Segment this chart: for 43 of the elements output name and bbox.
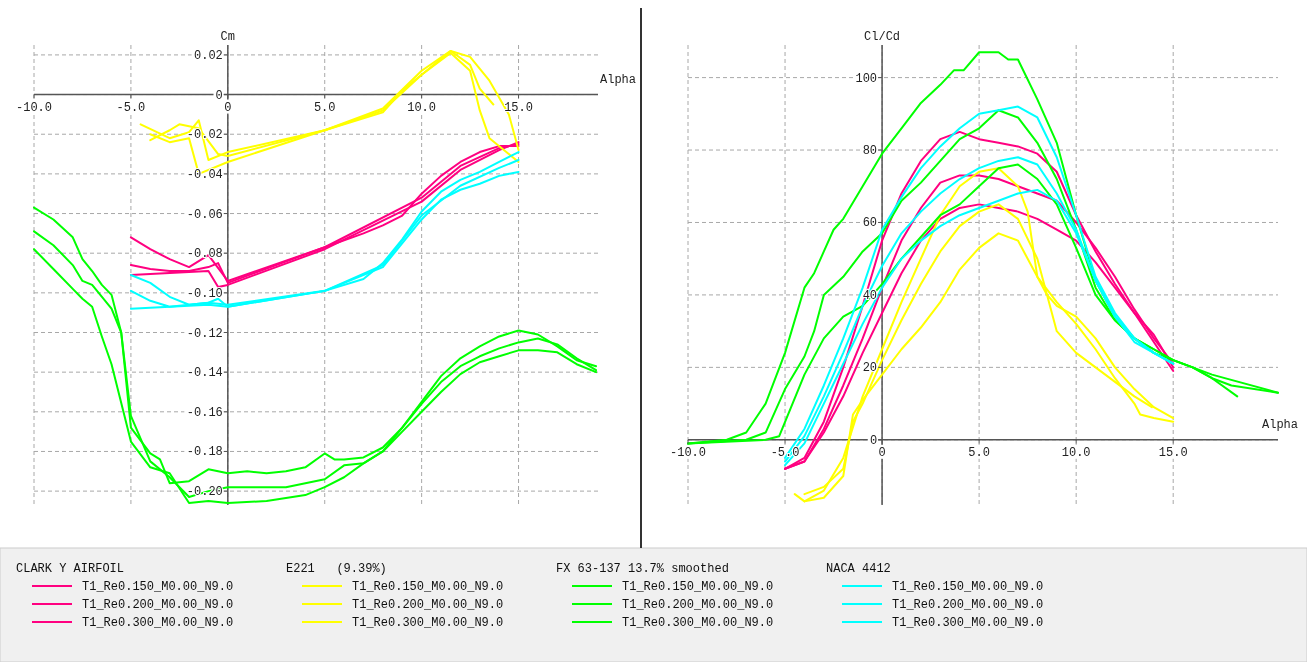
y-tick-label: -0.10 [186, 286, 223, 301]
legend-label: T1_Re0.300_M0.00_N9.0 [892, 616, 1044, 630]
text: NACA 4412 [826, 562, 891, 576]
legend-label: T1_Re0.300_M0.00_N9.0 [352, 616, 504, 630]
y-tick-label: 100 [855, 71, 878, 86]
y-tick-label: 0 [215, 88, 223, 103]
y-tick-label: -0.16 [186, 405, 223, 420]
legend-label: T1_Re0.200_M0.00_N9.0 [352, 598, 504, 612]
legend-label: T1_Re0.300_M0.00_N9.0 [82, 616, 234, 630]
x-tick-label: 15.0 [1158, 445, 1188, 460]
y-tick-label: -0.04 [186, 167, 223, 182]
x-tick-label: 5.0 [313, 100, 336, 115]
y-axis-title: Cm [220, 30, 236, 44]
text: E221 (9.39%) [286, 562, 387, 576]
text: FX 63-137 13.7% smoothed [556, 562, 729, 576]
y-axis-title: Cl/Cd [864, 30, 901, 44]
x-tick-label: -10.0 [669, 445, 707, 460]
x-tick-label: 5.0 [968, 445, 990, 460]
legend-label: T1_Re0.200_M0.00_N9.0 [82, 598, 234, 612]
y-tick-label: 80 [862, 144, 878, 159]
y-tick-label: -0.12 [186, 326, 223, 341]
x-axis-title: Alpha [599, 72, 636, 87]
y-tick-label: -0.14 [186, 366, 223, 381]
text: CLARK Y AIRFOIL [16, 562, 125, 576]
x-tick-label: 10.0 [1061, 445, 1091, 460]
legend-label: T1_Re0.200_M0.00_N9.0 [622, 598, 774, 612]
y-tick-label: -0.06 [186, 207, 223, 222]
x-tick-label: 15.0 [504, 100, 533, 115]
x-axis-title: Alpha [1261, 417, 1298, 432]
y-tick-label: -0.18 [186, 445, 223, 460]
y-tick-label: -0.08 [186, 247, 223, 262]
legend-label: T1_Re0.300_M0.00_N9.0 [622, 616, 774, 630]
x-tick-label: -10.0 [15, 100, 53, 115]
legend-label: T1_Re0.150_M0.00_N9.0 [352, 580, 504, 594]
y-tick-label: 0.02 [194, 48, 223, 63]
x-tick-label: 10.0 [407, 100, 437, 115]
x-tick-label: -5.0 [116, 100, 146, 115]
legend-label: T1_Re0.200_M0.00_N9.0 [892, 598, 1044, 612]
y-tick-label: 0 [869, 433, 878, 448]
legend-label: T1_Re0.150_M0.00_N9.0 [622, 580, 774, 594]
y-tick-label: 60 [862, 216, 878, 231]
legend-label: T1_Re0.150_M0.00_N9.0 [82, 580, 234, 594]
legend-label: T1_Re0.150_M0.00_N9.0 [892, 580, 1044, 594]
